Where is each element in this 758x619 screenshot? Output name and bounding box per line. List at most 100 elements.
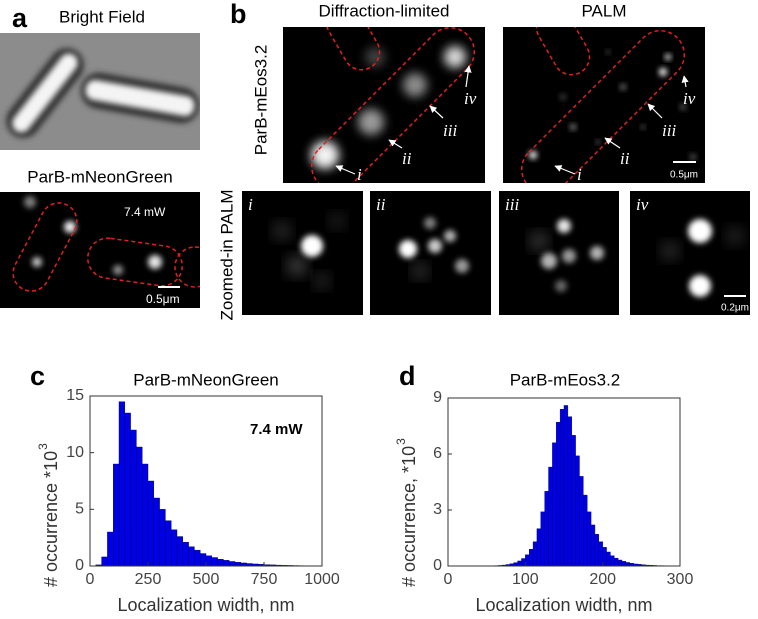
y-tick-label: 9 [433,389,442,406]
spot [529,151,537,159]
arrow [604,137,621,149]
scale-label: 0.5μm [670,170,698,181]
micrograph-content [0,33,200,150]
micrograph-bg [370,191,491,315]
bar [587,511,592,567]
spot [541,253,557,269]
row-label: ParB-mEos3.2 [251,45,270,156]
chart-title: ParB-mNeonGreen [133,370,279,389]
micrograph-bg [242,191,363,315]
cell-outline [535,27,591,76]
bar [107,531,114,567]
x-tick-label: 100 [512,571,539,588]
micrograph [0,192,200,308]
bar [621,561,627,567]
spot [659,68,667,76]
bar [234,562,242,567]
bar [529,549,534,567]
arrow [647,103,663,119]
marker-label: i [577,165,582,184]
micrograph [242,191,363,315]
bar [205,555,213,567]
x-tick-label: 250 [135,571,162,588]
spot [680,104,686,110]
bar [211,557,218,567]
x-axis-label: Localization width, nm [475,595,652,615]
spot [331,215,343,227]
spot [606,50,610,54]
y-tick-label: 6 [433,445,442,462]
micrograph [503,27,705,183]
arrow [429,105,444,119]
micrograph [499,191,619,315]
micrograph-content [242,191,363,315]
image-labels: 7.4 mW 0.5μm 0.5μm 0.2μm iiiiiiiviiiiiii… [124,65,749,314]
micrograph-content [283,27,485,183]
bar [199,553,207,567]
y-axis-label-exponent: 3 [394,438,408,445]
bar [552,442,557,567]
spot [358,109,384,135]
bar [170,529,178,567]
bar [228,561,236,567]
x-tick-label: 200 [589,571,616,588]
bar [563,405,569,567]
cell-outline [12,202,78,292]
panel-letter: b [230,0,247,29]
x-tick-label: 0 [444,571,453,588]
bar [594,534,600,567]
bar [532,541,538,567]
spot [665,54,671,60]
column-title: Diffraction-limited [318,1,449,20]
row-label: Zoomed-in PALM [217,189,236,320]
bar [521,558,526,567]
marker-label: ii [402,149,412,168]
spot [399,240,417,258]
spot [311,141,339,169]
micrograph [370,191,491,315]
bar [182,542,189,567]
bar [610,555,615,567]
bar [625,562,630,567]
marker-label: i [248,195,253,214]
bar [217,559,224,567]
y-axis-label: # occurrence *10 [41,451,61,587]
marker-label: iv [464,89,477,108]
bar [136,446,143,567]
spot [641,125,645,129]
panel-title: Bright Field [59,7,145,26]
micrograph-bg [503,27,705,183]
bar [513,562,518,567]
spot [24,196,36,208]
y-tick-label: 5 [75,501,84,518]
bar [176,536,184,567]
bar [548,466,553,567]
y-axis-label: # occurrence, *10 [399,446,419,587]
spot [275,224,289,238]
spot [688,219,712,243]
scale-label: 0.2μm [721,303,749,314]
micrograph-content [0,192,200,308]
spot [64,221,76,233]
bar [617,559,623,567]
micrograph-bg [0,192,200,308]
x-tick-label: 300 [667,571,694,588]
y-tick-label: 15 [66,387,84,404]
spot [444,46,466,68]
arrow [681,75,689,88]
micrograph [283,27,485,183]
spot [403,73,427,97]
spot [570,124,576,130]
x-tick-label: 750 [251,571,278,588]
power-label: 7.4 mW [124,205,166,219]
spot [689,275,711,297]
bar [194,549,201,567]
cell-bright [85,80,195,116]
spot [562,249,576,263]
marker-label: iv [636,195,649,214]
spot [728,229,742,243]
bar [165,520,172,567]
marker-label: iii [662,121,676,140]
micrograph-content [370,191,491,315]
